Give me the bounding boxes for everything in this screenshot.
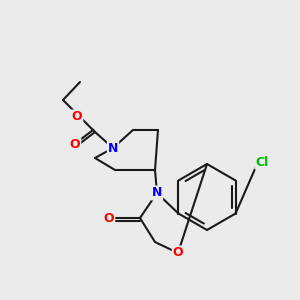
Text: N: N [108, 142, 118, 154]
Text: O: O [72, 110, 82, 124]
Text: O: O [70, 139, 80, 152]
Text: N: N [152, 187, 162, 200]
Text: Cl: Cl [255, 155, 268, 169]
Text: O: O [173, 247, 183, 260]
Text: O: O [104, 212, 114, 224]
